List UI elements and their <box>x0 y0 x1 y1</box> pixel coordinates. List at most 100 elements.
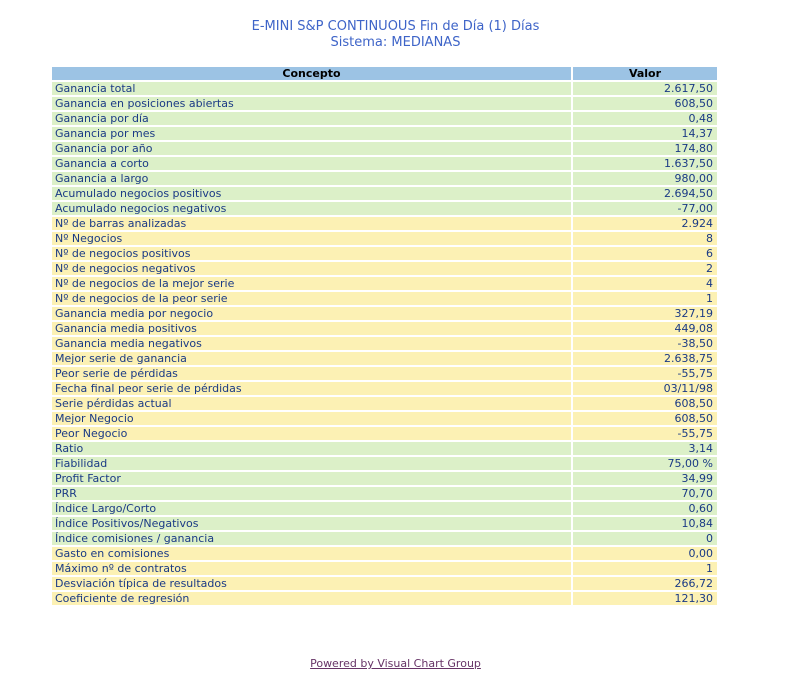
table-row: Ganancia en posiciones abiertas 608,50 <box>52 97 717 110</box>
concepto-cell: Nº de barras analizadas <box>52 217 571 230</box>
table-row: Ratio 3,14 <box>52 442 717 455</box>
concepto-cell: Serie pérdidas actual <box>52 397 571 410</box>
column-header-concepto: Concepto <box>52 67 571 80</box>
concepto-cell: Nº de negocios de la mejor serie <box>52 277 571 290</box>
table-row: PRR 70,70 <box>52 487 717 500</box>
table-row: Ganancia media negativos -38,50 <box>52 337 717 350</box>
valor-cell: -55,75 <box>573 427 717 440</box>
valor-cell: 10,84 <box>573 517 717 530</box>
table-row: Ganancia a largo 980,00 <box>52 172 717 185</box>
table-row: Peor Negocio -55,75 <box>52 427 717 440</box>
table-row: Coeficiente de regresión 121,30 <box>52 592 717 605</box>
table-row: Máximo nº de contratos 1 <box>52 562 717 575</box>
valor-cell: 608,50 <box>573 97 717 110</box>
valor-cell: 1 <box>573 292 717 305</box>
table-row: Nº de negocios negativos 2 <box>52 262 717 275</box>
table-row: Peor serie de pérdidas -55,75 <box>52 367 717 380</box>
valor-cell: 14,37 <box>573 127 717 140</box>
valor-cell: -55,75 <box>573 367 717 380</box>
table-row: Mejor Negocio 608,50 <box>52 412 717 425</box>
valor-cell: 0,60 <box>573 502 717 515</box>
concepto-cell: Ganancia a corto <box>52 157 571 170</box>
table-row: Acumulado negocios negativos -77,00 <box>52 202 717 215</box>
valor-cell: 0,48 <box>573 112 717 125</box>
table-row: Ganancia a corto 1.637,50 <box>52 157 717 170</box>
concepto-cell: Profit Factor <box>52 472 571 485</box>
valor-cell: -38,50 <box>573 337 717 350</box>
concepto-cell: Acumulado negocios negativos <box>52 202 571 215</box>
table-row: Serie pérdidas actual 608,50 <box>52 397 717 410</box>
table-row: Índice Largo/Corto 0,60 <box>52 502 717 515</box>
valor-cell: 980,00 <box>573 172 717 185</box>
concepto-cell: Gasto en comisiones <box>52 547 571 560</box>
concepto-cell: Ganancia por mes <box>52 127 571 140</box>
footer: Powered by Visual Chart Group <box>0 652 791 671</box>
valor-cell: 449,08 <box>573 322 717 335</box>
concepto-cell: Ganancia media positivos <box>52 322 571 335</box>
table-row: Profit Factor 34,99 <box>52 472 717 485</box>
table-row: Ganancia por año 174,80 <box>52 142 717 155</box>
valor-cell: 1.637,50 <box>573 157 717 170</box>
concepto-cell: Peor serie de pérdidas <box>52 367 571 380</box>
table-row: Ganancia por día 0,48 <box>52 112 717 125</box>
valor-cell: 8 <box>573 232 717 245</box>
concepto-cell: Ganancia en posiciones abiertas <box>52 97 571 110</box>
concepto-cell: Ratio <box>52 442 571 455</box>
concepto-cell: Nº de negocios positivos <box>52 247 571 260</box>
concepto-cell: Ganancia media por negocio <box>52 307 571 320</box>
table-row: Índice Positivos/Negativos 10,84 <box>52 517 717 530</box>
table-row: Fecha final peor serie de pérdidas 03/11/… <box>52 382 717 395</box>
valor-cell: 0,00 <box>573 547 717 560</box>
column-header-valor: Valor <box>573 67 717 80</box>
concepto-cell: Índice Largo/Corto <box>52 502 571 515</box>
valor-cell: 174,80 <box>573 142 717 155</box>
valor-cell: 2.638,75 <box>573 352 717 365</box>
concepto-cell: Nº Negocios <box>52 232 571 245</box>
powered-by-link[interactable]: Powered by Visual Chart Group <box>310 657 481 670</box>
table-row: Índice comisiones / ganancia 0 <box>52 532 717 545</box>
valor-cell: 2.694,50 <box>573 187 717 200</box>
table-row: Ganancia total 2.617,50 <box>52 82 717 95</box>
valor-cell: 121,30 <box>573 592 717 605</box>
valor-cell: 34,99 <box>573 472 717 485</box>
valor-cell: 75,00 % <box>573 457 717 470</box>
concepto-cell: Ganancia por año <box>52 142 571 155</box>
concepto-cell: Coeficiente de regresión <box>52 592 571 605</box>
concepto-cell: Índice comisiones / ganancia <box>52 532 571 545</box>
concepto-cell: Máximo nº de contratos <box>52 562 571 575</box>
valor-cell: 2.924 <box>573 217 717 230</box>
concepto-cell: Acumulado negocios positivos <box>52 187 571 200</box>
concepto-cell: Ganancia por día <box>52 112 571 125</box>
table-row: Nº de negocios positivos 6 <box>52 247 717 260</box>
concepto-cell: Peor Negocio <box>52 427 571 440</box>
valor-cell: 327,19 <box>573 307 717 320</box>
valor-cell: 1 <box>573 562 717 575</box>
table-header-row: Concepto Valor <box>52 67 717 80</box>
concepto-cell: Mejor serie de ganancia <box>52 352 571 365</box>
report-title-line2: Sistema: MEDIANAS <box>330 35 461 50</box>
table-row: Nº de negocios de la mejor serie 4 <box>52 277 717 290</box>
stats-table: Concepto Valor Ganancia total 2.617,50 Gan… <box>50 65 719 607</box>
table-row: Ganancia por mes 14,37 <box>52 127 717 140</box>
concepto-cell: Ganancia total <box>52 82 571 95</box>
report-title-line1: E-MINI S&P CONTINUOUS Fin de Día (1) Día… <box>251 19 540 34</box>
concepto-cell: Nº de negocios de la peor serie <box>52 292 571 305</box>
table-row: Ganancia media por negocio 327,19 <box>52 307 717 320</box>
valor-cell: 03/11/98 <box>573 382 717 395</box>
table-row: Nº de barras analizadas 2.924 <box>52 217 717 230</box>
valor-cell: 608,50 <box>573 412 717 425</box>
valor-cell: 266,72 <box>573 577 717 590</box>
table-row: Desviación típica de resultados 266,72 <box>52 577 717 590</box>
valor-cell: 608,50 <box>573 397 717 410</box>
concepto-cell: Ganancia a largo <box>52 172 571 185</box>
concepto-cell: Desviación típica de resultados <box>52 577 571 590</box>
valor-cell: 3,14 <box>573 442 717 455</box>
stats-table-body: Ganancia total 2.617,50 Ganancia en posici… <box>52 82 717 605</box>
concepto-cell: Nº de negocios negativos <box>52 262 571 275</box>
table-row: Gasto en comisiones 0,00 <box>52 547 717 560</box>
concepto-cell: Ganancia media negativos <box>52 337 571 350</box>
valor-cell: 0 <box>573 532 717 545</box>
concepto-cell: PRR <box>52 487 571 500</box>
table-row: Mejor serie de ganancia 2.638,75 <box>52 352 717 365</box>
